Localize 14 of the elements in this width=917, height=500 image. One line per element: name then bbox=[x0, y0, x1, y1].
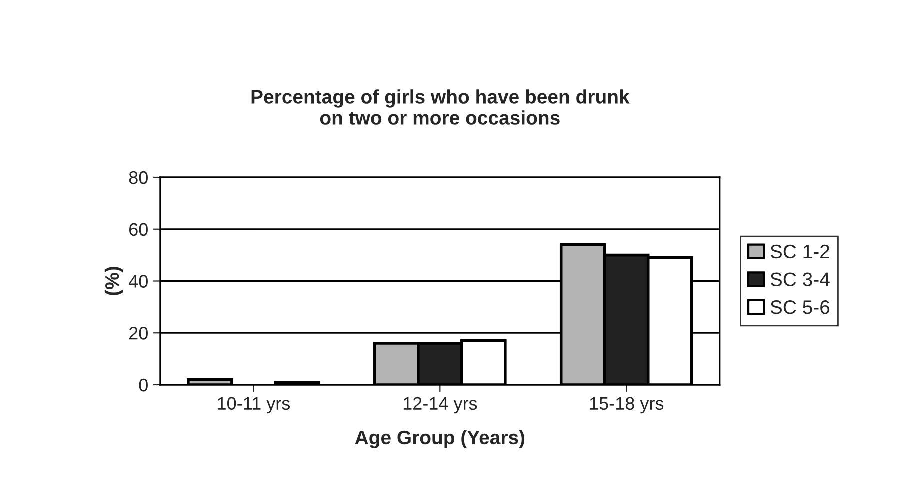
y-axis-title: (%) bbox=[104, 267, 124, 296]
legend-label: SC 3-4 bbox=[770, 272, 830, 286]
y-tick-label: 20 bbox=[129, 327, 148, 340]
x-tick-label: 10-11 yrs bbox=[218, 397, 290, 414]
y-tick-label: 60 bbox=[130, 223, 148, 236]
x-tick-label: 12-14 yrs bbox=[404, 397, 478, 414]
y-tick-label: 80 bbox=[129, 171, 148, 184]
legend-label: SC 1-2 bbox=[770, 244, 830, 259]
chart-title: Percentage of girls who have been drunk on two or more occasions bbox=[252, 90, 630, 125]
legend-label: SC 5-6 bbox=[770, 300, 830, 314]
x-axis-title: Age Group (Years) bbox=[355, 430, 525, 449]
y-tick-label: 0 bbox=[139, 378, 148, 392]
x-tick-label: 15-18 yrs bbox=[590, 397, 664, 414]
y-tick-label: 40 bbox=[129, 275, 148, 288]
